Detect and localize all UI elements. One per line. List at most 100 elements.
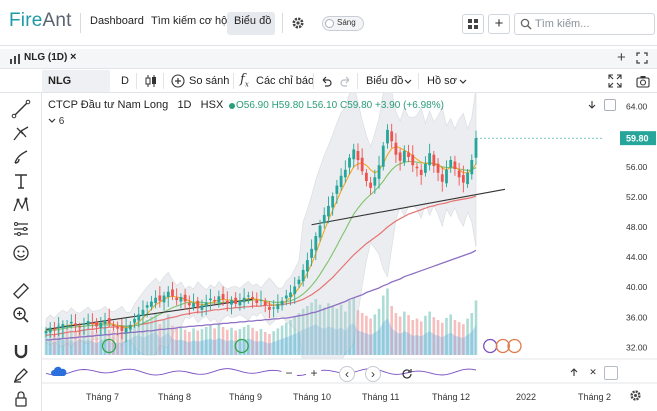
candle-body (204, 302, 208, 307)
emoji-icon[interactable] (11, 243, 31, 263)
candle-body (457, 170, 461, 178)
pattern-icon[interactable] (11, 195, 31, 215)
maximize-pane-icon[interactable] (604, 99, 616, 111)
event-marker (495, 338, 511, 354)
volume-bar (107, 329, 111, 355)
candle-body (242, 297, 246, 303)
candle (145, 301, 149, 318)
indicators-collapse-toggle[interactable]: 6 (48, 116, 64, 127)
arrow-down-icon[interactable] (587, 100, 597, 110)
volume-bar (314, 299, 318, 355)
nav-dashboard[interactable]: Dashboard (90, 15, 144, 27)
candle-body (44, 330, 48, 334)
fibonacci-icon[interactable] (11, 219, 31, 239)
zoom-out-button[interactable]: − (281, 366, 297, 382)
candle (213, 296, 217, 305)
candles (44, 123, 478, 343)
search-box[interactable] (514, 13, 655, 35)
profile-menu[interactable]: Hồ sơ (427, 75, 457, 87)
indicators-fx-icon[interactable]: fx (240, 72, 249, 89)
volume-bar (200, 329, 204, 355)
settings-gear-icon[interactable] (291, 16, 305, 35)
candle-body (470, 159, 474, 175)
theme-toggle[interactable]: Sáng (322, 16, 364, 31)
logo-ant-text: Ant (42, 10, 72, 31)
candle (217, 290, 221, 308)
redo-icon[interactable] (340, 75, 352, 87)
brush-icon[interactable] (11, 147, 31, 167)
candle (314, 232, 318, 261)
maximize-oscillator-icon[interactable] (604, 366, 618, 380)
toolbar-divider (233, 73, 234, 89)
candle (268, 301, 271, 319)
cloud-icon[interactable] (50, 366, 68, 378)
fullscreen-icon[interactable] (636, 52, 648, 64)
candle-body (225, 300, 229, 304)
candle (225, 291, 229, 312)
candle-body (137, 314, 141, 321)
chart-canvas[interactable]: 64.0060.0056.0052.0048.0044.0040.0036.00… (42, 93, 657, 411)
candle-body (314, 236, 318, 251)
scroll-right-button[interactable]: › (365, 366, 381, 382)
zoom-in-button[interactable]: + (306, 366, 322, 382)
candlestick-type-icon[interactable] (145, 74, 157, 88)
arrow-up-icon[interactable] (569, 367, 579, 377)
candle-body (78, 326, 82, 328)
candle (230, 296, 233, 315)
candle (86, 313, 90, 329)
volume-bar (365, 315, 368, 355)
candle-body (352, 149, 356, 160)
candle (246, 291, 250, 304)
y-tick-label: 48.00 (626, 222, 648, 232)
candle (424, 156, 427, 177)
candle-body (82, 323, 86, 325)
edit-lock-icon[interactable] (11, 365, 31, 385)
candle (74, 313, 77, 332)
candle (449, 156, 453, 173)
volume-bar (403, 311, 406, 355)
screenshot-camera-icon[interactable] (636, 74, 650, 88)
panel-add-icon[interactable]: + (617, 49, 626, 66)
candle-body (445, 169, 448, 184)
panel-close-icon[interactable]: × (70, 51, 77, 63)
candle-body (107, 318, 111, 324)
search-input[interactable] (535, 16, 653, 32)
zoom-in-icon[interactable] (11, 305, 31, 325)
lock-icon[interactable] (11, 389, 31, 409)
nav-chart[interactable]: Biểu đồ (234, 15, 272, 27)
chart-settings-gear-icon[interactable] (629, 389, 642, 402)
candle (158, 286, 162, 308)
close-pane-icon[interactable]: ✕ (586, 366, 600, 380)
scroll-left-button[interactable]: ‹ (339, 366, 355, 382)
pitchfork-icon[interactable] (11, 123, 31, 143)
nav-opportunity-search[interactable]: Tìm kiếm cơ hội (151, 15, 230, 27)
panel-tab-title[interactable]: NLG (1D) (24, 52, 68, 63)
indicators-button[interactable]: Các chỉ báo (256, 75, 315, 87)
volume-bar (297, 313, 301, 355)
chart-type-menu[interactable]: Biểu đồ (366, 75, 404, 87)
add-plus-icon[interactable]: + (488, 14, 510, 34)
nav-chart-active-bg[interactable] (227, 12, 275, 35)
undo-icon[interactable] (320, 75, 332, 87)
symbol-label: NLG (48, 75, 72, 87)
compare-button[interactable]: So sánh (189, 75, 230, 87)
layout-grid-icon[interactable] (462, 14, 484, 34)
compare-plus-icon[interactable] (171, 74, 185, 88)
candle (128, 321, 132, 334)
price-chart[interactable]: 64.0060.0056.0052.0048.0044.0040.0036.00… (42, 93, 657, 411)
magnet-icon[interactable] (11, 341, 31, 361)
expand-arrows-icon[interactable] (608, 74, 622, 88)
interval-button[interactable]: D (121, 75, 129, 87)
volume-bar (221, 327, 225, 355)
candle (407, 144, 410, 163)
symbol-selector[interactable]: NLG (42, 70, 110, 92)
volume-bar (259, 329, 263, 355)
ruler-icon[interactable] (11, 281, 31, 301)
reset-rotate-icon[interactable] (400, 367, 414, 381)
candle (234, 292, 238, 308)
volume-bar (424, 315, 427, 355)
x-tick-label: Tháng 7 (86, 392, 120, 402)
trend-line-icon[interactable] (11, 99, 31, 119)
fireant-logo[interactable]: FireAnt (9, 10, 72, 32)
text-icon[interactable] (11, 171, 31, 191)
